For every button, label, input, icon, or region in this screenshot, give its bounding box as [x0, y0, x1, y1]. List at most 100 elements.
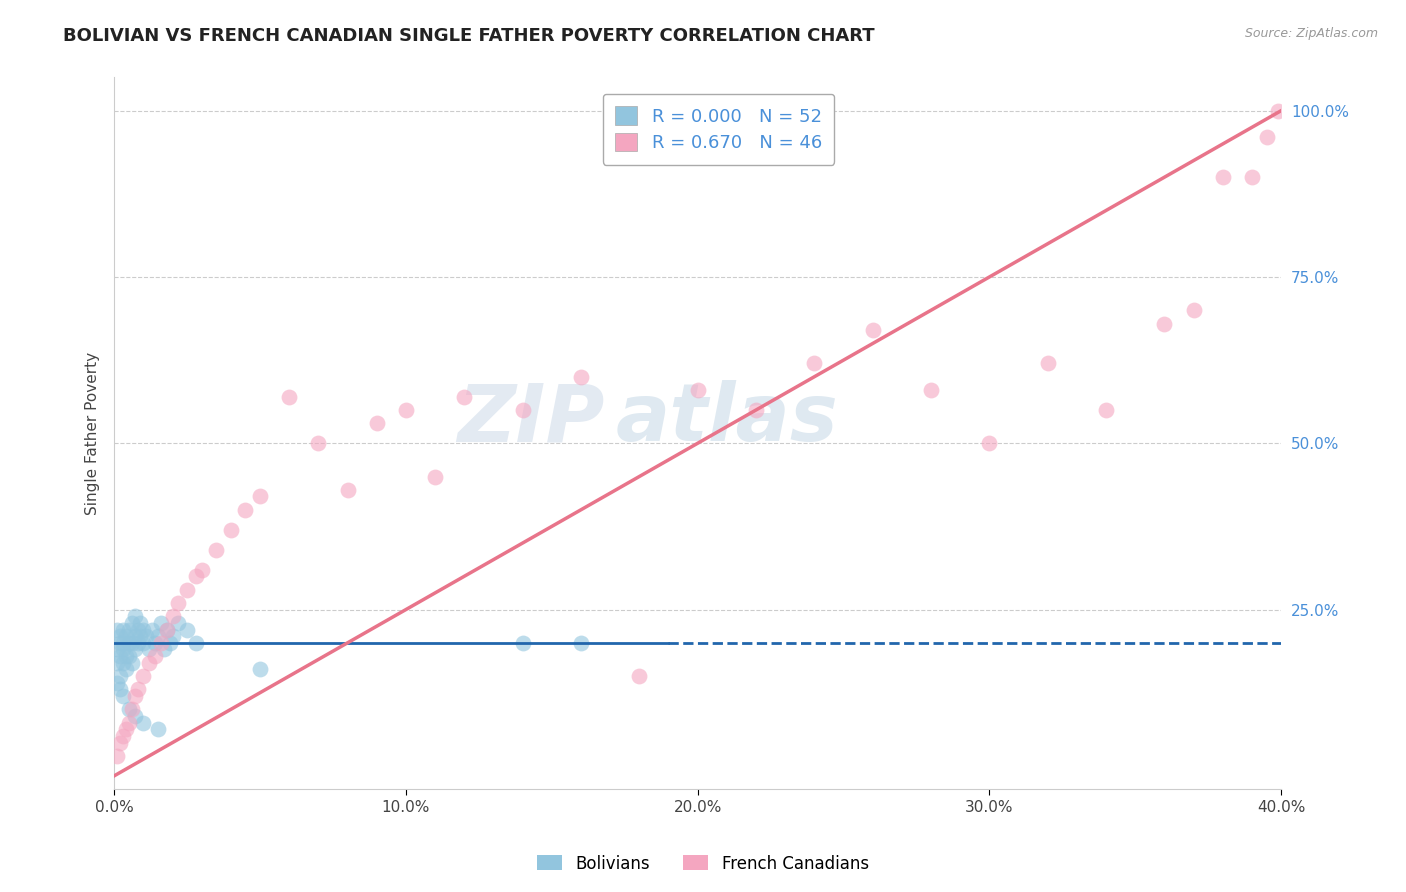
- Point: [336, 483, 359, 497]
- Point: [167, 596, 190, 610]
- Point: [118, 623, 141, 637]
- Point: [132, 669, 155, 683]
- Point: [118, 649, 141, 664]
- Point: [235, 503, 257, 517]
- Point: [124, 689, 146, 703]
- Point: [149, 615, 172, 630]
- Point: [135, 629, 157, 643]
- Point: [138, 656, 160, 670]
- Point: [1256, 130, 1278, 145]
- Point: [803, 356, 825, 370]
- Point: [159, 636, 181, 650]
- Point: [129, 615, 152, 630]
- Point: [1095, 403, 1118, 417]
- Point: [111, 689, 134, 703]
- Point: [118, 636, 141, 650]
- Point: [686, 383, 709, 397]
- Point: [105, 656, 128, 670]
- Point: [162, 609, 184, 624]
- Point: [127, 682, 149, 697]
- Point: [167, 615, 190, 630]
- Point: [628, 669, 651, 683]
- Point: [111, 729, 134, 743]
- Point: [132, 636, 155, 650]
- Point: [111, 656, 134, 670]
- Point: [1036, 356, 1059, 370]
- Point: [132, 715, 155, 730]
- Point: [108, 629, 131, 643]
- Point: [366, 417, 388, 431]
- Point: [176, 582, 198, 597]
- Legend: Bolivians, French Canadians: Bolivians, French Canadians: [530, 848, 876, 880]
- Point: [184, 569, 207, 583]
- Point: [307, 436, 329, 450]
- Text: BOLIVIAN VS FRENCH CANADIAN SINGLE FATHER POVERTY CORRELATION CHART: BOLIVIAN VS FRENCH CANADIAN SINGLE FATHE…: [63, 27, 875, 45]
- Point: [115, 649, 138, 664]
- Point: [1267, 103, 1289, 118]
- Point: [162, 629, 184, 643]
- Point: [395, 403, 418, 417]
- Point: [149, 636, 172, 650]
- Point: [111, 623, 134, 637]
- Point: [569, 369, 592, 384]
- Point: [127, 623, 149, 637]
- Point: [143, 649, 166, 664]
- Point: [111, 636, 134, 650]
- Point: [979, 436, 1001, 450]
- Point: [141, 623, 163, 637]
- Point: [156, 623, 179, 637]
- Point: [190, 563, 212, 577]
- Point: [1153, 317, 1175, 331]
- Point: [1240, 170, 1263, 185]
- Point: [156, 623, 179, 637]
- Legend: R = 0.000   N = 52, R = 0.670   N = 46: R = 0.000 N = 52, R = 0.670 N = 46: [603, 94, 835, 165]
- Point: [132, 623, 155, 637]
- Point: [124, 709, 146, 723]
- Point: [121, 615, 143, 630]
- Point: [423, 469, 446, 483]
- Y-axis label: Single Father Poverty: Single Father Poverty: [86, 351, 100, 515]
- Point: [108, 682, 131, 697]
- Point: [1212, 170, 1234, 185]
- Point: [920, 383, 942, 397]
- Point: [146, 629, 169, 643]
- Point: [512, 636, 534, 650]
- Point: [146, 723, 169, 737]
- Point: [115, 629, 138, 643]
- Point: [124, 629, 146, 643]
- Point: [745, 403, 768, 417]
- Point: [176, 623, 198, 637]
- Point: [108, 669, 131, 683]
- Point: [249, 490, 271, 504]
- Point: [124, 642, 146, 657]
- Point: [152, 642, 174, 657]
- Point: [453, 390, 475, 404]
- Point: [129, 629, 152, 643]
- Point: [249, 662, 271, 676]
- Point: [105, 642, 128, 657]
- Text: ZIP: ZIP: [457, 380, 605, 458]
- Point: [105, 623, 128, 637]
- Point: [205, 542, 228, 557]
- Point: [105, 675, 128, 690]
- Point: [219, 523, 242, 537]
- Point: [115, 662, 138, 676]
- Point: [121, 636, 143, 650]
- Point: [862, 323, 884, 337]
- Point: [118, 702, 141, 716]
- Point: [143, 636, 166, 650]
- Point: [105, 748, 128, 763]
- Point: [138, 642, 160, 657]
- Point: [127, 636, 149, 650]
- Point: [121, 702, 143, 716]
- Point: [111, 642, 134, 657]
- Point: [1182, 303, 1205, 318]
- Text: Source: ZipAtlas.com: Source: ZipAtlas.com: [1244, 27, 1378, 40]
- Point: [121, 656, 143, 670]
- Point: [124, 609, 146, 624]
- Point: [108, 636, 131, 650]
- Point: [115, 723, 138, 737]
- Point: [108, 735, 131, 749]
- Point: [184, 636, 207, 650]
- Point: [108, 649, 131, 664]
